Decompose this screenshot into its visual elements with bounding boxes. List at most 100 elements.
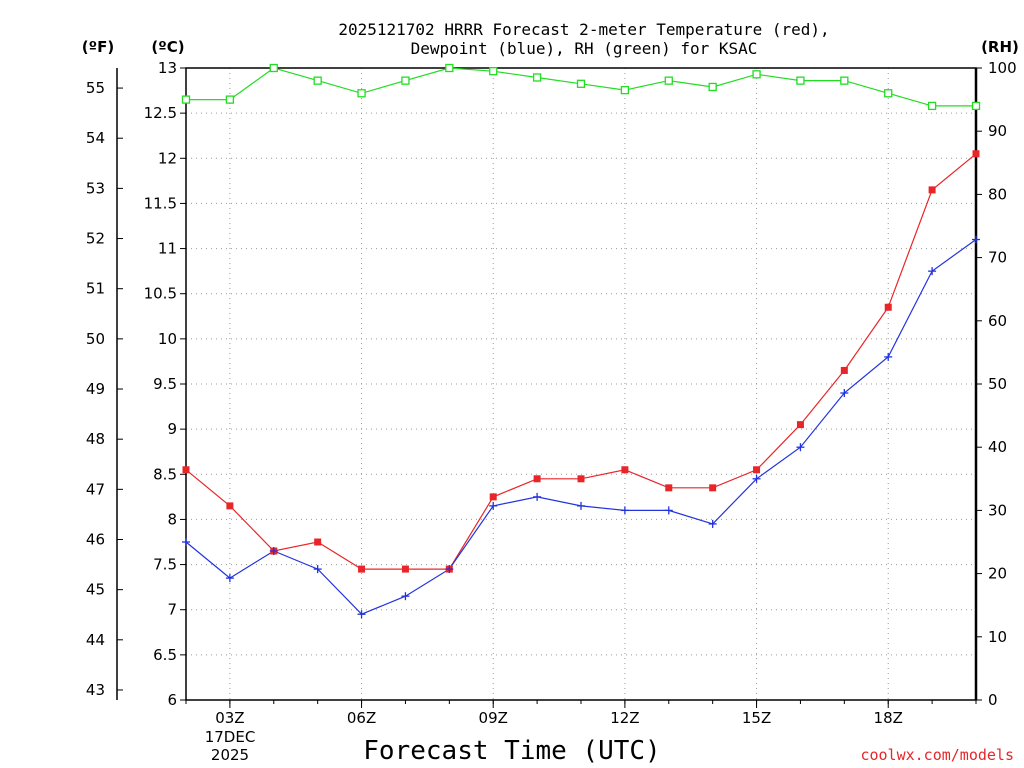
rh-tick-label: 80 [988, 185, 1007, 203]
celsius-tick-label: 6.5 [153, 646, 177, 664]
fahrenheit-tick-label: 48 [86, 430, 105, 448]
rh-point [269, 63, 278, 73]
celsius-tick-label: 10 [158, 330, 177, 348]
celsius-tick-label: 11 [158, 240, 177, 258]
rh-tick-label: 50 [988, 375, 1007, 393]
dewpoint-point [620, 506, 629, 515]
credit-text: coolwx.com/models [860, 746, 1014, 764]
celsius-tick-label: 7 [167, 601, 177, 619]
rh-point [181, 95, 191, 104]
fahrenheit-tick-label: 43 [86, 681, 105, 699]
rh-point [752, 70, 761, 79]
dewpoint-point [357, 610, 366, 619]
dewpoint-point [796, 443, 805, 452]
dewpoint-point [489, 501, 498, 510]
rh-point [313, 76, 322, 85]
rh-point [664, 76, 673, 85]
chart-title-line-1: 2025121702 HRRR Forecast 2-meter Tempera… [338, 20, 829, 39]
fahrenheit-tick-label: 55 [86, 79, 105, 97]
date-label-day: 17DEC [205, 728, 256, 746]
temperature-point [621, 466, 629, 474]
dewpoint-point [752, 474, 761, 483]
temperature-point [928, 186, 936, 194]
rh-point [708, 82, 717, 92]
fahrenheit-tick-label: 51 [86, 280, 105, 298]
fahrenheit-tick-label: 46 [86, 530, 105, 548]
rh-point [796, 76, 805, 85]
series-lines [185, 67, 977, 615]
dewpoint-point [708, 519, 717, 528]
x-tick-label: 06Z [347, 709, 376, 727]
rh-point [971, 101, 981, 111]
celsius-unit-label: (ºC) [151, 38, 184, 56]
celsius-tick-label: 9.5 [153, 375, 177, 393]
rh-point [620, 85, 630, 95]
dewpoint-point [225, 574, 234, 583]
temperature-point [665, 484, 673, 492]
temperature-point [358, 565, 366, 573]
rh-tick-label: 60 [988, 312, 1007, 330]
x-axis-title: Forecast Time (UTC) [363, 736, 660, 766]
temperature-point [753, 466, 761, 474]
rh-tick-label: 70 [988, 249, 1007, 267]
celsius-tick-label: 7.5 [153, 556, 177, 574]
rh-point [357, 89, 366, 98]
rh-point [401, 76, 410, 85]
temperature-point [796, 421, 804, 429]
rh-tick-label: 0 [988, 691, 998, 709]
dewpoint-point [972, 235, 980, 244]
chart-title-line-2: Dewpoint (blue), RH (green) for KSAC [411, 39, 758, 58]
rh-tick-label: 20 [988, 565, 1007, 583]
series-markers [181, 63, 981, 619]
rh-point [225, 95, 235, 104]
dewpoint-point [928, 267, 937, 276]
celsius-tick-label: 9 [167, 420, 177, 438]
fahrenheit-tick-label: 54 [86, 129, 105, 147]
rh-point [489, 67, 498, 76]
rh-point [840, 76, 849, 85]
dewpoint-point [664, 506, 673, 515]
fahrenheit-tick-label: 50 [86, 330, 105, 348]
fahrenheit-tick-label: 44 [86, 631, 105, 649]
temperature-point [972, 150, 980, 158]
x-tick-label: 09Z [479, 709, 508, 727]
rh-point [532, 73, 542, 82]
rh-point [884, 89, 893, 98]
temperature-point [489, 493, 497, 501]
rh-tick-label: 40 [988, 438, 1007, 456]
fahrenheit-tick-label: 52 [86, 230, 105, 248]
temperature-point [401, 565, 409, 573]
temperature-point [533, 475, 541, 483]
axes: 6 6.5 7 7.5 8 8.5 9 9.5 10 10.5 11 11.5 12 12.5 13 43 44… [86, 59, 1017, 727]
temperature-point [577, 475, 585, 483]
dewpoint-point [840, 389, 849, 398]
dewpoint-point [884, 352, 893, 361]
temperature-point [226, 502, 234, 510]
dewpoint-point [577, 501, 585, 510]
temperature-point [182, 466, 190, 474]
x-tick-label: 18Z [874, 709, 903, 727]
celsius-tick-label: 11.5 [144, 194, 177, 212]
dewpoint-point [182, 538, 190, 546]
celsius-tick-label: 6 [167, 691, 177, 709]
dewpoint-point [401, 592, 410, 601]
rh-point [927, 101, 937, 111]
rh-tick-label: 90 [988, 122, 1007, 140]
x-tick-label: 03Z [215, 709, 244, 727]
fahrenheit-tick-label: 53 [86, 179, 105, 197]
rh-unit-label: (RH) [981, 38, 1019, 56]
celsius-tick-label: 13 [158, 59, 177, 77]
rh-tick-label: 10 [988, 628, 1007, 646]
x-tick-label: 15Z [742, 709, 771, 727]
dewpoint-point [269, 547, 278, 556]
dewpoint-point [313, 565, 322, 574]
dewpoint-point [533, 492, 542, 501]
fahrenheit-tick-label: 47 [86, 480, 105, 498]
x-tick-label: 12Z [610, 709, 639, 727]
rh-tick-label: 100 [988, 59, 1017, 77]
celsius-tick-label: 12 [158, 149, 177, 167]
fahrenheit-tick-label: 49 [86, 380, 105, 398]
temperature-point [314, 538, 322, 546]
fahrenheit-tick-label: 45 [86, 581, 105, 599]
